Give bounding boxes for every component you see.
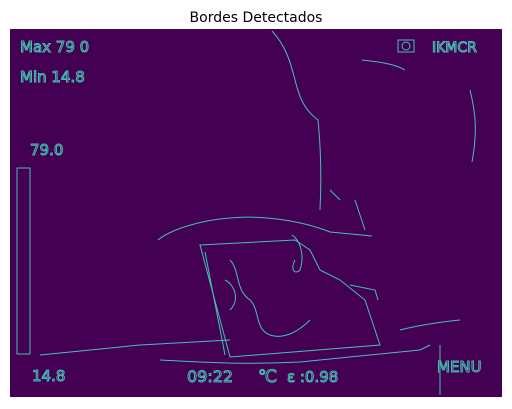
scale-low-label: 14.8 bbox=[32, 367, 65, 385]
emissivity-label: ε :0.98 bbox=[287, 368, 338, 386]
unit-label: ℃ bbox=[258, 367, 277, 387]
brand-label: IKMCR bbox=[432, 40, 477, 56]
image-background bbox=[10, 29, 502, 397]
menu-label: MENU bbox=[437, 358, 482, 376]
scale-high-label: 79.0 bbox=[30, 141, 63, 159]
edges bbox=[16, 30, 476, 395]
max-label: Max 79 0 bbox=[20, 38, 89, 56]
title: Bordes Detectados bbox=[190, 10, 323, 26]
min-label: Min 14.8 bbox=[20, 68, 85, 86]
time-label: 09:22 bbox=[187, 367, 233, 386]
